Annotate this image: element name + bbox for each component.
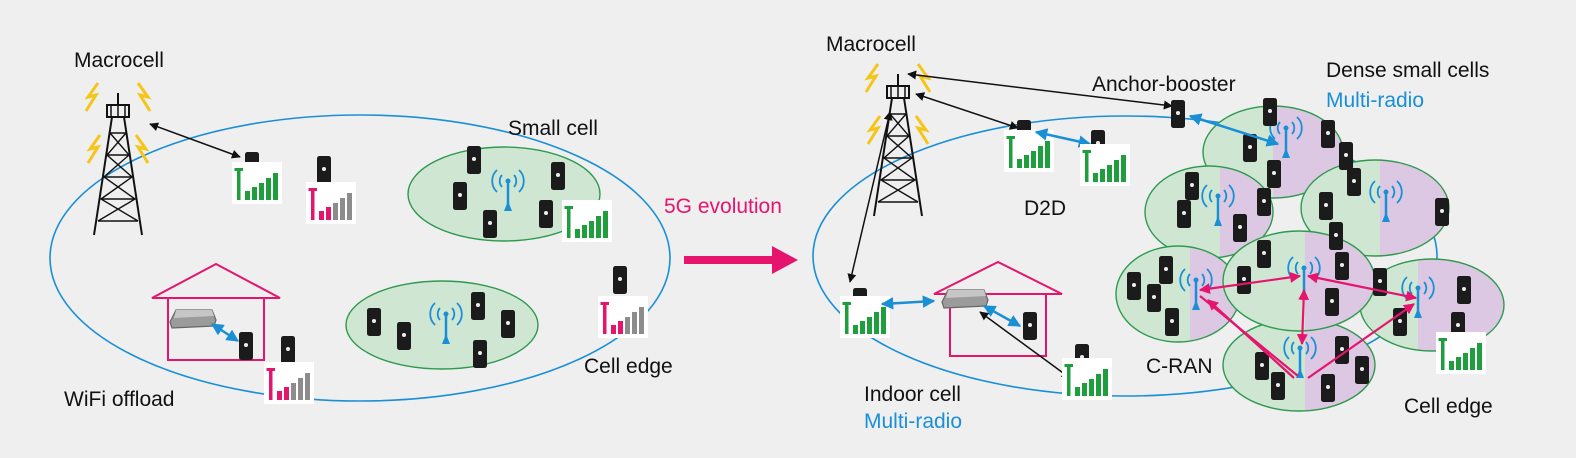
anchor-booster-label: Anchor-booster [1092,73,1236,96]
signal-weak-icon [598,296,648,338]
phone-icon [473,340,487,368]
phone-icon [1237,266,1251,294]
phone-icon [1271,372,1285,400]
phone-icon [551,162,565,190]
phone-icon [1233,214,1247,242]
phone-icon [1321,120,1335,148]
phone-icon [1159,256,1173,284]
phone-icon [453,182,467,210]
phone-icon [1257,188,1271,216]
phone-icon [613,266,627,294]
phone-icon [1325,288,1339,316]
phone-icon [1165,308,1179,336]
house-icon [933,260,1063,357]
signal-strong-icon [1080,144,1130,186]
phone-icon [1127,272,1141,300]
phone-icon [467,146,481,174]
right-cell-edge-label: Cell edge [1404,395,1493,418]
phone-icon [1335,252,1349,280]
small-cell-bottom [345,280,539,370]
phone-icon [317,156,331,184]
macro-coverage-right [812,115,1438,397]
phone-icon [1257,240,1271,268]
indoor-cell-label: Indoor cell [864,383,961,406]
phone-icon [539,200,553,228]
dense-multi-radio-label: Multi-radio [1326,89,1425,112]
phone-icon [1457,276,1471,304]
indoor-multi-radio-label: Multi-radio [864,410,963,433]
phone-icon [1243,134,1257,162]
anchor-booster-phone [1171,100,1185,128]
phone-icon [1355,356,1369,384]
evolution-arrow [684,246,798,274]
phone-icon [239,332,253,360]
signal-strong-icon [1436,332,1486,374]
signal-strong-icon [232,162,282,204]
phone-icon [471,292,485,320]
indoor-wifi-link [982,304,1022,328]
phone-icon [1319,192,1333,220]
macrocell-tower-icon [864,62,932,217]
wifi-router-icon [169,309,217,329]
small-cell-label: Small cell [508,117,598,140]
c-ran-label: C-RAN [1146,355,1213,378]
phone-icon [483,210,497,238]
phone-icon [1023,312,1037,340]
signal-strong-icon [562,200,612,242]
house-icon [151,262,281,361]
signal-weak-icon [306,182,356,224]
phone-icon [1393,308,1407,336]
phone-icon [501,310,515,338]
signal-strong-icon [1062,358,1112,400]
phone-icon [1435,198,1449,226]
left-cell-edge-label: Cell edge [584,355,673,378]
d2d-link [1034,128,1092,148]
phone-icon [1177,200,1191,228]
macrocell-tower-icon [84,81,152,236]
indoor-link [880,295,936,310]
c-ran-links [1198,271,1418,379]
dense-small-cells-label: Dense small cells [1326,59,1490,82]
phone-icon [1321,374,1335,402]
macro-coverage-left [49,114,671,402]
phone-icon [1347,168,1361,196]
wifi-link [210,322,240,343]
phone-icon [1267,160,1281,188]
signal-strong-icon [840,296,890,338]
evolution-label: 5G evolution [664,195,782,218]
phone-icon [1185,172,1199,200]
anchor-booster-link [1188,113,1280,147]
left-macrocell-label: Macrocell [74,49,164,72]
macro-links-right [847,70,1173,283]
phone-icon [281,336,295,364]
signal-weak-icon [264,362,314,404]
phone-icon [1147,284,1161,312]
phone-icon [367,308,381,336]
phone-icon [1255,352,1269,380]
indoor-offload-link [979,311,1071,379]
signal-strong-icon [1004,130,1054,172]
wifi-router-icon [941,289,989,309]
macro-link-left [149,122,241,159]
right-macrocell-label: Macrocell [826,33,916,56]
phone-icon [397,322,411,350]
d2d-label: D2D [1024,197,1067,220]
phone-icon [1329,222,1343,250]
phone-icon [1339,142,1353,170]
wifi-offload-label: WiFi offload [64,388,175,411]
phone-icon [1263,98,1277,126]
